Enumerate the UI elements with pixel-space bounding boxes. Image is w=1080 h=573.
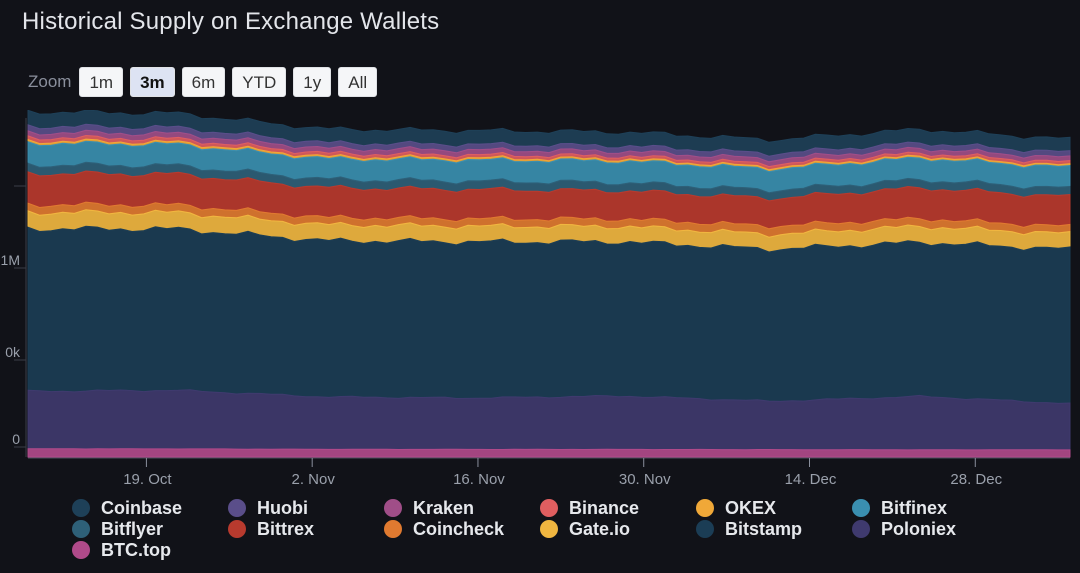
zoom-3m-button[interactable]: 3m	[130, 67, 175, 97]
legend-item-huobi[interactable]: Huobi	[228, 497, 384, 518]
legend-swatch	[696, 499, 714, 517]
zoom-label: Zoom	[28, 72, 72, 91]
legend-label: Kraken	[413, 497, 475, 518]
legend-swatch	[72, 499, 90, 517]
legend-item-bittrex[interactable]: Bittrex	[228, 518, 384, 539]
area-series-group	[27, 110, 1071, 458]
legend-swatch	[852, 520, 870, 538]
x-tick-label: 19. Oct	[123, 471, 172, 488]
legend-swatch	[540, 520, 558, 538]
legend-swatch	[540, 499, 558, 517]
zoom-ytd-button[interactable]: YTD	[232, 67, 287, 97]
legend-item-coinbase[interactable]: Coinbase	[72, 497, 228, 518]
legend-swatch	[696, 520, 714, 538]
area-btc-top[interactable]	[27, 448, 1071, 458]
x-tick-label: 2. Nov	[292, 471, 336, 488]
legend-item-okex[interactable]: OKEX	[696, 497, 852, 518]
x-tick-label: 16. Nov	[453, 471, 505, 488]
legend-swatch	[228, 499, 246, 517]
legend-swatch	[72, 520, 90, 538]
legend-label: OKEX	[725, 497, 777, 518]
legend-item-bitflyer[interactable]: Bitflyer	[72, 518, 228, 539]
area-bitstamp[interactable]	[27, 225, 1071, 404]
legend-item-binance[interactable]: Binance	[540, 497, 696, 518]
zoom-6m-button[interactable]: 6m	[181, 67, 226, 97]
area-poloniex[interactable]	[27, 389, 1071, 451]
legend: Coinbase Huobi Kraken Binance OKEX Bitfinex Bi…	[72, 497, 1072, 560]
zoom-1m-button[interactable]: 1m	[79, 67, 124, 97]
legend-label: BTC.top	[101, 539, 171, 560]
legend-item-coincheck[interactable]: Coincheck	[384, 518, 540, 539]
legend-swatch	[72, 541, 90, 559]
legend-swatch	[852, 499, 870, 517]
y-tick-label: 0k	[5, 344, 21, 360]
legend-label: Binance	[569, 497, 640, 518]
y-tick-label: 1M	[1, 252, 20, 268]
x-tick-label: 30. Nov	[619, 471, 671, 488]
legend-label: Huobi	[257, 497, 308, 518]
legend-label: Coincheck	[413, 518, 505, 539]
legend-item-poloniex[interactable]: Poloniex	[852, 518, 1008, 539]
zoom-1y-button[interactable]: 1y	[293, 67, 332, 97]
legend-item-btc-top[interactable]: BTC.top	[72, 539, 228, 560]
legend-label: Poloniex	[881, 518, 957, 539]
y-tick-label: 0	[12, 431, 20, 447]
legend-label: Bitfinex	[881, 497, 948, 518]
x-tick-label: 14. Dec	[785, 471, 837, 488]
legend-item-gate-io[interactable]: Gate.io	[540, 518, 696, 539]
legend-label: Bitstamp	[725, 518, 803, 539]
legend-item-kraken[interactable]: Kraken	[384, 497, 540, 518]
stacked-area-chart[interactable]: 0 0k 1M 19. Oct 2. Nov 16. Nov 30. Nov 14. Dec 2…	[0, 110, 1080, 495]
legend-swatch	[384, 499, 402, 517]
legend-label: Gate.io	[569, 518, 631, 539]
zoom-all-button[interactable]: All	[338, 67, 378, 97]
legend-swatch	[384, 520, 402, 538]
zoom-bar: Zoom 1m 3m 6m YTD 1y All	[28, 66, 384, 98]
legend-item-bitfinex[interactable]: Bitfinex	[852, 497, 1008, 518]
legend-label: Coinbase	[101, 497, 183, 518]
x-tick-label: 28. Dec	[950, 471, 1002, 488]
legend-label: Bittrex	[257, 518, 315, 539]
legend-swatch	[228, 520, 246, 538]
legend-item-bitstamp[interactable]: Bitstamp	[696, 518, 852, 539]
legend-label: Bitflyer	[101, 518, 164, 539]
chart-title: Historical Supply on Exchange Wallets	[22, 8, 440, 35]
